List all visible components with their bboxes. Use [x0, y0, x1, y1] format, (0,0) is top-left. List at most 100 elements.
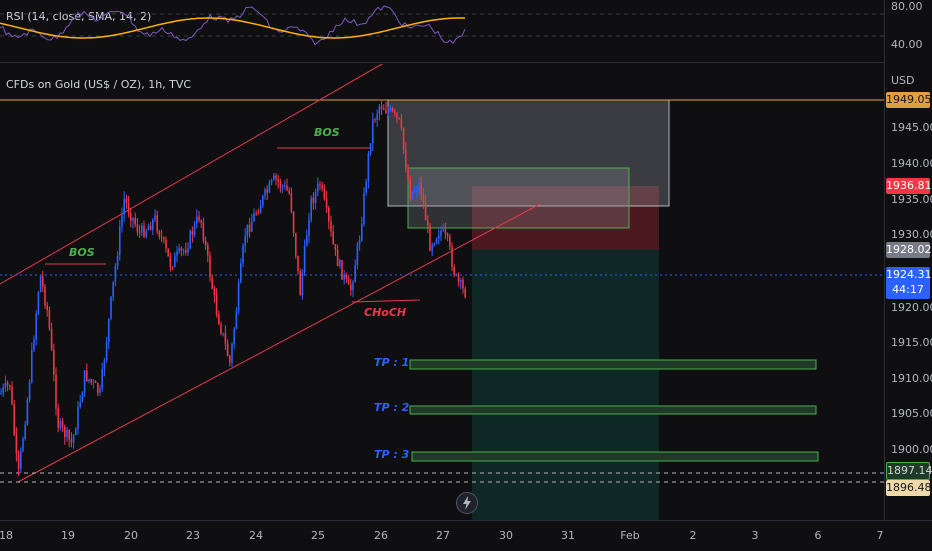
short-position-risk-zone — [472, 186, 659, 250]
time-tick: 30 — [499, 529, 513, 542]
candle-body — [20, 450, 22, 469]
candle-body — [154, 215, 156, 220]
candle-body — [213, 288, 216, 296]
candle-body — [345, 274, 348, 280]
candle-body — [31, 350, 33, 382]
lightning-icon[interactable] — [456, 492, 478, 514]
entry-price-tag: 1928.02 — [886, 242, 932, 258]
top-price-tag: 1949.05 — [886, 92, 932, 108]
candle-body — [347, 279, 350, 285]
price-tick: 1905.00 — [891, 407, 932, 420]
candle-body — [193, 223, 196, 235]
candle-body — [314, 191, 317, 203]
candle-body — [165, 239, 167, 249]
candle-body — [156, 215, 158, 232]
candle-body — [356, 244, 359, 266]
candle-body — [251, 221, 253, 232]
candle-body — [9, 385, 11, 387]
candle-body — [418, 182, 420, 192]
time-tick: 24 — [249, 529, 263, 542]
time-tick: 6 — [814, 529, 822, 542]
order-block-box — [407, 167, 630, 229]
candle-body — [431, 244, 433, 251]
candle-body — [204, 240, 207, 246]
candle-body — [317, 183, 319, 192]
candle-body — [222, 333, 224, 335]
candle-body — [462, 279, 464, 289]
candle-body — [328, 207, 330, 222]
candle-body — [209, 255, 211, 278]
candle-body — [4, 382, 7, 388]
candle-body — [224, 333, 227, 344]
rsi-pane[interactable]: RSI (14, close, SMA, 14, 2) — [0, 0, 884, 63]
candle-body — [160, 236, 163, 238]
candle-body — [180, 248, 183, 251]
candle-body — [244, 235, 246, 246]
tp1-box — [409, 359, 817, 370]
symbol-legend[interactable]: CFDs on Gold (US$ / OZ), 1h, TVC — [6, 78, 192, 91]
price-tick: 1900.00 — [891, 443, 932, 456]
candle-body — [237, 282, 240, 311]
candle-body — [407, 169, 409, 181]
candle-body — [292, 211, 295, 234]
time-tick: 27 — [436, 529, 450, 542]
low-price-tag-2: 1896.48 — [886, 480, 932, 496]
candle-body — [233, 328, 235, 344]
candle-body — [207, 245, 209, 256]
candle-body — [246, 224, 249, 236]
candle-body — [149, 225, 152, 230]
candle-body — [268, 182, 271, 193]
choch-line — [351, 299, 421, 303]
candle-body — [438, 235, 440, 239]
candle-body — [22, 438, 24, 451]
candle-body — [59, 420, 62, 428]
candle-body — [286, 185, 288, 191]
candle-body — [119, 226, 121, 256]
price-tick: 1915.00 — [891, 336, 932, 349]
price-chart[interactable] — [0, 64, 884, 520]
tp1-label: TP : 1 — [374, 356, 410, 369]
rsi-legend[interactable]: RSI (14, close, SMA, 14, 2) — [6, 10, 152, 23]
candle-body — [332, 231, 334, 245]
candle-body — [103, 360, 106, 369]
channel-lower-line — [17, 203, 541, 483]
candle-body — [167, 248, 169, 257]
candle-body — [457, 274, 460, 282]
candle-body — [6, 382, 9, 386]
candle-body — [334, 244, 337, 250]
candle-body — [262, 195, 264, 206]
candle-body — [369, 143, 372, 154]
candle-body — [112, 281, 114, 297]
candle-body — [53, 349, 55, 375]
candle-body — [319, 183, 321, 186]
candle-body — [449, 236, 451, 247]
bar-countdown: 44:17 — [892, 283, 924, 296]
time-axis[interactable]: 18 19 20 23 24 25 26 27 30 31 Feb 2 3 6 … — [0, 520, 932, 551]
candle-body — [136, 224, 139, 232]
candle-body — [378, 106, 381, 114]
supply-zone-box — [387, 99, 670, 207]
candle-body — [24, 424, 26, 439]
candle-body — [187, 248, 189, 253]
candle-body — [94, 381, 97, 384]
candle-body — [158, 231, 161, 237]
candle-body — [90, 379, 92, 383]
last-price-tag: 1924.31 44:17 — [886, 267, 932, 299]
price-axis[interactable]: 80.00 40.00 USD 1945.00 1940.00 1935.00 … — [884, 0, 932, 520]
candle-body — [460, 279, 462, 282]
candle-body — [114, 266, 117, 282]
bos-left-label: BOS — [69, 246, 95, 259]
candle-body — [427, 220, 429, 226]
candle-body — [367, 153, 370, 182]
candle-body — [44, 286, 46, 306]
candle-body — [343, 274, 345, 280]
candle-body — [116, 255, 119, 267]
candle-body — [11, 386, 13, 405]
candle-body — [409, 180, 411, 200]
candle-body — [444, 229, 447, 234]
tp2-box — [409, 405, 817, 415]
candle-body — [240, 263, 242, 283]
main-chart-pane[interactable]: CFDs on Gold (US$ / OZ), 1h, TVC BOS BOS… — [0, 64, 884, 520]
candle-body — [308, 219, 310, 236]
tp3-label: TP : 3 — [374, 448, 410, 461]
